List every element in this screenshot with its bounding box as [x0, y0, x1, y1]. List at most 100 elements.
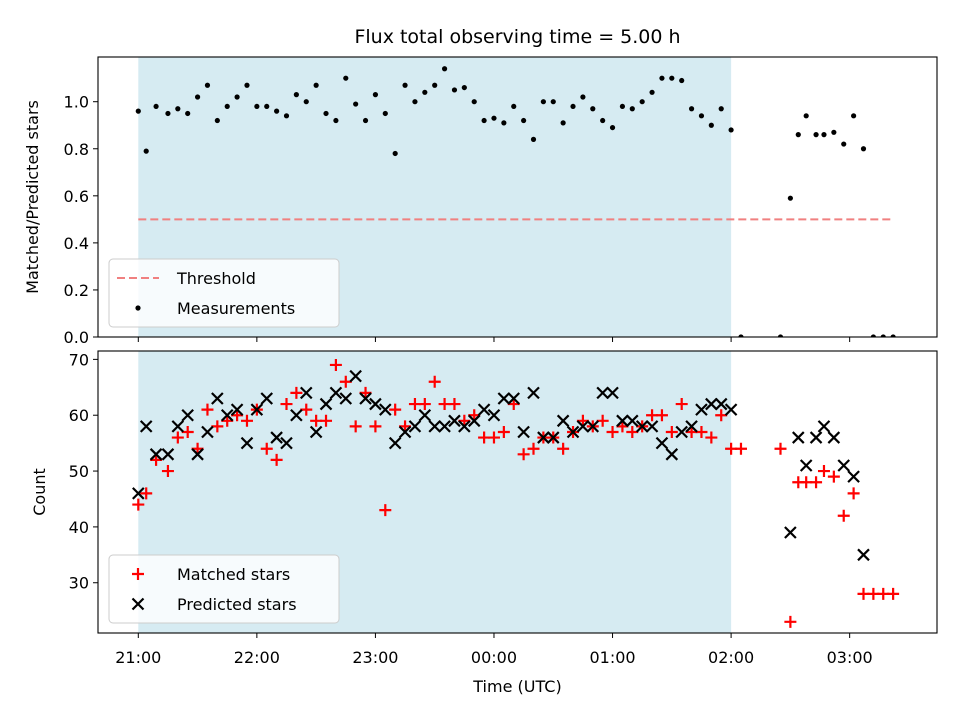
- data-point: [487, 431, 500, 444]
- x-axis-label: Time (UTC): [472, 677, 561, 696]
- data-point: [880, 334, 886, 337]
- axes-frame: [97, 350, 938, 634]
- data-point: [194, 94, 201, 100]
- data-point: [576, 420, 590, 433]
- data-point: [616, 414, 629, 428]
- data-point: [139, 420, 153, 433]
- x-tick-label: 22:00: [234, 648, 280, 667]
- data-point: [491, 115, 497, 121]
- data-point: [626, 414, 639, 428]
- bottom-panel: 30 40 50 60 70 21:00 22:00 23:00 00:00 01:00 02:00…: [30, 350, 938, 696]
- data-point: [260, 392, 274, 405]
- data-point: [399, 420, 412, 433]
- data-point: [734, 442, 747, 455]
- data-point: [333, 117, 339, 124]
- data-point: [175, 106, 181, 112]
- x-tick-label: 23:00: [352, 648, 398, 667]
- data-point: [675, 398, 688, 411]
- chart-title: Flux total observing time = 5.00 h: [354, 26, 680, 48]
- x-tick-label: 01:00: [589, 648, 635, 667]
- data-point: [260, 442, 273, 455]
- data-point: [280, 436, 293, 450]
- data-point: [590, 106, 596, 112]
- data-point: [792, 431, 805, 444]
- data-point: [847, 487, 860, 500]
- data-point: [362, 117, 369, 124]
- data-point: [827, 431, 841, 444]
- data-point: [626, 425, 639, 438]
- data-point: [665, 448, 679, 461]
- data-point: [481, 117, 487, 124]
- data-point: [382, 110, 388, 117]
- y-tick-label: 0.4: [64, 234, 89, 253]
- data-point: [303, 99, 309, 105]
- plot-area: [135, 66, 896, 337]
- data-point: [655, 436, 669, 450]
- data-point: [695, 425, 708, 438]
- data-point: [715, 409, 728, 422]
- data-point: [784, 526, 797, 539]
- data-point: [231, 409, 244, 422]
- data-point: [566, 425, 580, 439]
- data-point: [517, 425, 530, 439]
- y-tick-label: 1.0: [64, 93, 89, 112]
- data-point: [280, 398, 293, 411]
- data-point: [451, 87, 458, 93]
- data-point: [787, 195, 793, 201]
- y-axis-label: Count: [30, 468, 49, 516]
- data-point: [254, 103, 260, 110]
- data-point: [817, 465, 830, 478]
- data-point: [392, 150, 398, 157]
- data-point: [143, 148, 149, 154]
- data-point: [422, 89, 428, 95]
- data-point: [428, 375, 441, 388]
- data-point: [432, 82, 438, 88]
- data-point: [165, 110, 171, 117]
- data-point: [418, 408, 432, 422]
- data-point: [810, 476, 823, 489]
- data-point: [471, 99, 477, 105]
- data-point: [244, 82, 250, 88]
- data-point: [211, 420, 224, 433]
- data-point: [527, 442, 540, 455]
- data-point: [372, 92, 379, 98]
- data-point: [359, 392, 372, 405]
- data-point: [250, 403, 264, 416]
- x-tick-label: 03:00: [827, 648, 873, 667]
- data-point: [511, 103, 517, 110]
- data-point: [521, 117, 527, 124]
- data-point: [379, 403, 392, 416]
- y-tick-label: 60: [69, 406, 89, 425]
- data-point: [300, 403, 313, 416]
- data-point: [153, 103, 159, 110]
- legend: Threshold Measurements: [108, 258, 340, 328]
- data-point: [507, 398, 520, 411]
- data-point: [629, 106, 635, 112]
- y-tick-label: 30: [69, 574, 89, 593]
- data-point: [234, 94, 240, 100]
- data-point: [418, 398, 431, 411]
- data-point: [665, 425, 678, 438]
- series-measurements: [135, 66, 896, 337]
- data-point: [438, 420, 451, 433]
- data-point: [799, 459, 813, 472]
- data-point: [191, 448, 204, 461]
- data-point: [140, 487, 153, 500]
- data-point: [777, 334, 784, 337]
- legend-label: Matched stars: [177, 565, 290, 584]
- data-point: [448, 398, 461, 411]
- data-point: [688, 106, 695, 112]
- data-point: [837, 459, 851, 472]
- data-point: [596, 414, 609, 427]
- data-point: [313, 82, 319, 88]
- data-point: [171, 431, 184, 444]
- data-point: [339, 375, 352, 388]
- data-point: [408, 420, 422, 433]
- y-tick-label: 50: [69, 462, 89, 481]
- data-point: [546, 431, 560, 444]
- data-point: [293, 92, 299, 98]
- data-point: [379, 504, 392, 517]
- data-point: [669, 75, 675, 81]
- data-point: [283, 113, 290, 119]
- legend: Matched stars Predicted stars: [108, 554, 340, 624]
